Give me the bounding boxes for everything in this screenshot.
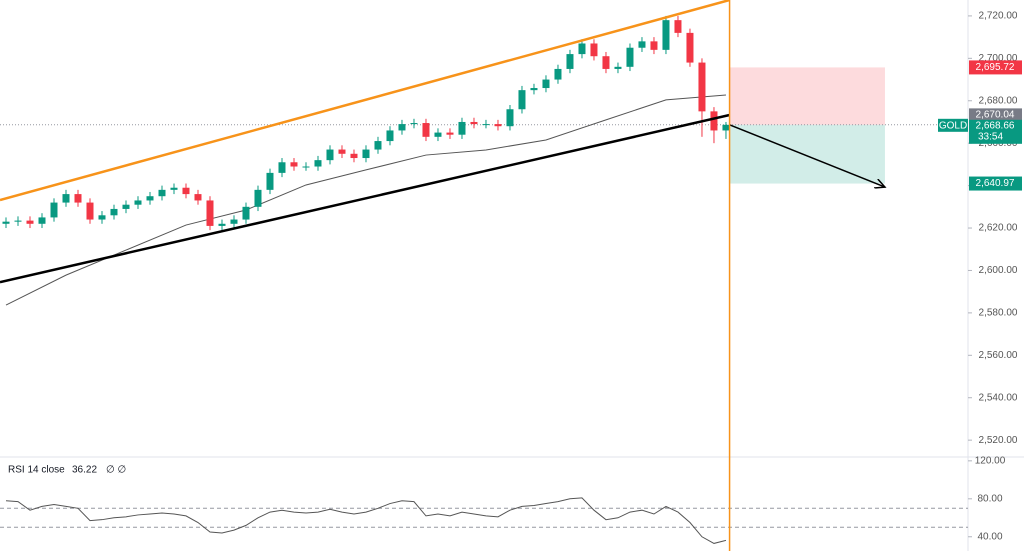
moving-average xyxy=(5,94,727,306)
candle-body xyxy=(614,66,622,69)
target-label: 2,640.97 xyxy=(976,178,1015,189)
candle-body xyxy=(674,20,682,33)
y-tick-label: 2,620.00 xyxy=(979,223,1018,234)
candle-body xyxy=(50,202,58,218)
stop-label-box xyxy=(969,60,1022,75)
price-axis: 2,520.00 2,540.00 2,560.00 2,580.00 2,600.00… xyxy=(938,11,1022,542)
y-tick-label: 2,600.00 xyxy=(979,265,1018,276)
candle-body xyxy=(602,56,610,69)
candle-body xyxy=(662,20,670,50)
rsi-line xyxy=(5,497,727,544)
candle-body xyxy=(398,124,406,131)
candle-body xyxy=(38,217,46,224)
candle-body xyxy=(182,187,190,195)
candle-body xyxy=(446,132,454,135)
projection-arrow xyxy=(729,124,885,187)
candle-body xyxy=(2,221,10,224)
candle-body xyxy=(530,88,538,91)
candle-body xyxy=(626,47,634,67)
candle-body xyxy=(698,62,706,112)
rsi-value: 36.22 xyxy=(72,465,97,476)
stop-label: 2,695.72 xyxy=(976,62,1015,73)
target-label-box xyxy=(969,176,1022,191)
candle-body xyxy=(194,194,202,201)
candle-body xyxy=(650,41,658,50)
candle-body xyxy=(230,219,238,224)
candle-body xyxy=(422,123,430,137)
main-pane xyxy=(0,0,968,306)
y-tick-label: 2,540.00 xyxy=(979,392,1018,403)
trendline xyxy=(0,113,730,284)
rsi-extra: ∅ ∅ xyxy=(106,465,126,476)
candle-body xyxy=(686,32,694,63)
rsi-title: RSI 14 close xyxy=(8,465,65,476)
candle-body xyxy=(86,202,94,220)
candle-body xyxy=(338,149,346,154)
candle-body xyxy=(278,162,286,173)
candle-body xyxy=(542,79,550,89)
ma-label-box xyxy=(969,108,1022,122)
y-tick-label: 2,680.00 xyxy=(979,95,1018,106)
candle-body xyxy=(326,149,334,161)
candle-body xyxy=(710,111,718,131)
countdown: 33:54 xyxy=(978,131,1003,142)
candle-body xyxy=(110,208,118,216)
symbol-box xyxy=(938,118,968,132)
candle-body xyxy=(290,162,298,167)
candle-body xyxy=(458,121,466,135)
candle-body xyxy=(266,172,274,190)
candle-body xyxy=(374,141,382,150)
y-tick-label: 2,580.00 xyxy=(979,308,1018,319)
y-tick-label: 2,700.00 xyxy=(979,53,1018,64)
rsi-tick-label: 40.00 xyxy=(977,531,1002,542)
candle-body xyxy=(62,194,70,203)
candle-body xyxy=(314,160,322,167)
trendline xyxy=(0,0,730,202)
rsi-tick-label: 80.00 xyxy=(977,493,1002,504)
candle-body xyxy=(74,194,82,203)
candle-body xyxy=(302,166,310,168)
candle-body xyxy=(410,123,418,125)
rsi-pane xyxy=(0,497,968,544)
candle-body xyxy=(434,132,442,137)
candle-body xyxy=(386,130,394,142)
candle-body xyxy=(26,220,34,224)
current-price-box xyxy=(969,119,1022,144)
current-price-label: 2,668.66 xyxy=(976,120,1015,131)
candle-body xyxy=(254,189,262,207)
candle-body xyxy=(554,68,562,80)
candle-body xyxy=(14,220,22,222)
candle-body xyxy=(158,189,166,197)
candle-body xyxy=(638,41,646,48)
candle-body xyxy=(470,121,478,125)
y-tick-label: 2,720.00 xyxy=(979,11,1018,22)
candle-body xyxy=(170,187,178,190)
candle-body xyxy=(506,109,514,127)
candle-body xyxy=(566,54,574,69)
symbol-label: GOLD xyxy=(939,120,967,131)
candle-body xyxy=(98,215,106,220)
candle-body xyxy=(722,124,730,131)
candle-body xyxy=(206,200,214,226)
candle-body xyxy=(578,43,586,55)
candle-body xyxy=(350,153,358,159)
ma-label: 2,670.04 xyxy=(976,110,1015,121)
candle-body xyxy=(134,200,142,205)
candle-body xyxy=(362,149,370,159)
candle-body xyxy=(482,124,490,126)
candle-body xyxy=(122,204,130,209)
candle-body xyxy=(518,90,526,110)
candle-body xyxy=(218,223,226,226)
candle-body xyxy=(590,43,598,57)
rsi-tick-label: 120.00 xyxy=(975,455,1006,466)
y-tick-label: 2,560.00 xyxy=(979,350,1018,361)
candle-body xyxy=(146,196,154,201)
candle-body xyxy=(494,124,502,127)
candle-body xyxy=(242,206,250,220)
y-tick-label: 2,520.00 xyxy=(979,435,1018,446)
stop-zone xyxy=(729,67,885,125)
